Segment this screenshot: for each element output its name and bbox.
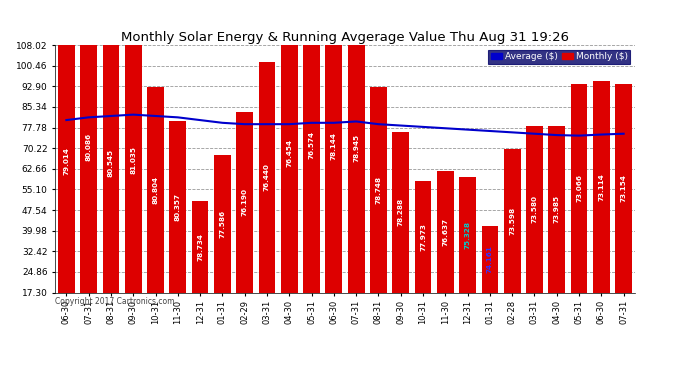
Text: 76.574: 76.574 bbox=[308, 131, 315, 159]
Text: 78.748: 78.748 bbox=[375, 176, 382, 204]
Bar bbox=[504, 149, 520, 292]
Bar bbox=[549, 126, 565, 292]
Bar bbox=[593, 81, 610, 292]
Bar bbox=[393, 132, 409, 292]
Text: 73.598: 73.598 bbox=[509, 207, 515, 235]
Text: 77.586: 77.586 bbox=[219, 210, 226, 238]
Text: 73.985: 73.985 bbox=[554, 195, 560, 223]
Text: 77.973: 77.973 bbox=[420, 223, 426, 251]
Text: 73.580: 73.580 bbox=[531, 195, 538, 223]
Text: 81.035: 81.035 bbox=[130, 146, 136, 174]
Text: 78.945: 78.945 bbox=[353, 134, 359, 162]
Bar bbox=[482, 226, 498, 292]
Bar bbox=[571, 84, 587, 292]
Bar bbox=[526, 126, 543, 292]
Legend: Average ($), Monthly ($): Average ($), Monthly ($) bbox=[489, 50, 630, 64]
Bar bbox=[170, 121, 186, 292]
Bar bbox=[281, 14, 297, 292]
Bar bbox=[415, 181, 431, 292]
Text: 80.086: 80.086 bbox=[86, 132, 92, 160]
Text: 73.154: 73.154 bbox=[620, 174, 627, 202]
Title: Monthly Solar Energy & Running Avgerage Value Thu Aug 31 19:26: Monthly Solar Energy & Running Avgerage … bbox=[121, 31, 569, 44]
Text: 76.637: 76.637 bbox=[442, 218, 448, 246]
Text: 78.144: 78.144 bbox=[331, 132, 337, 160]
Bar bbox=[58, 31, 75, 292]
Bar bbox=[615, 84, 632, 292]
Text: 75.328: 75.328 bbox=[464, 220, 471, 249]
Text: 78.734: 78.734 bbox=[197, 233, 203, 261]
Bar bbox=[192, 201, 208, 292]
Text: 80.357: 80.357 bbox=[175, 193, 181, 220]
Text: 73.066: 73.066 bbox=[576, 174, 582, 202]
Bar bbox=[259, 62, 275, 292]
Text: Copyright 2017 Cartronics.com: Copyright 2017 Cartronics.com bbox=[55, 297, 175, 306]
Bar bbox=[237, 112, 253, 292]
Bar bbox=[147, 87, 164, 292]
Text: 78.288: 78.288 bbox=[397, 198, 404, 226]
Text: 80.545: 80.545 bbox=[108, 149, 114, 177]
Bar bbox=[326, 0, 342, 292]
Bar bbox=[460, 177, 476, 292]
Bar bbox=[125, 28, 141, 292]
Text: 80.804: 80.804 bbox=[152, 176, 159, 204]
Text: 74.161: 74.161 bbox=[487, 245, 493, 273]
Bar bbox=[80, 1, 97, 292]
Text: 76.190: 76.190 bbox=[241, 189, 248, 216]
Text: 76.440: 76.440 bbox=[264, 163, 270, 191]
Text: 76.454: 76.454 bbox=[286, 140, 293, 167]
Bar bbox=[348, 3, 364, 292]
Text: 73.114: 73.114 bbox=[598, 173, 604, 201]
Bar bbox=[370, 87, 387, 292]
Text: 79.014: 79.014 bbox=[63, 148, 70, 176]
Bar bbox=[437, 171, 454, 292]
Bar bbox=[103, 33, 119, 292]
Bar bbox=[303, 0, 320, 292]
Bar bbox=[214, 155, 230, 292]
